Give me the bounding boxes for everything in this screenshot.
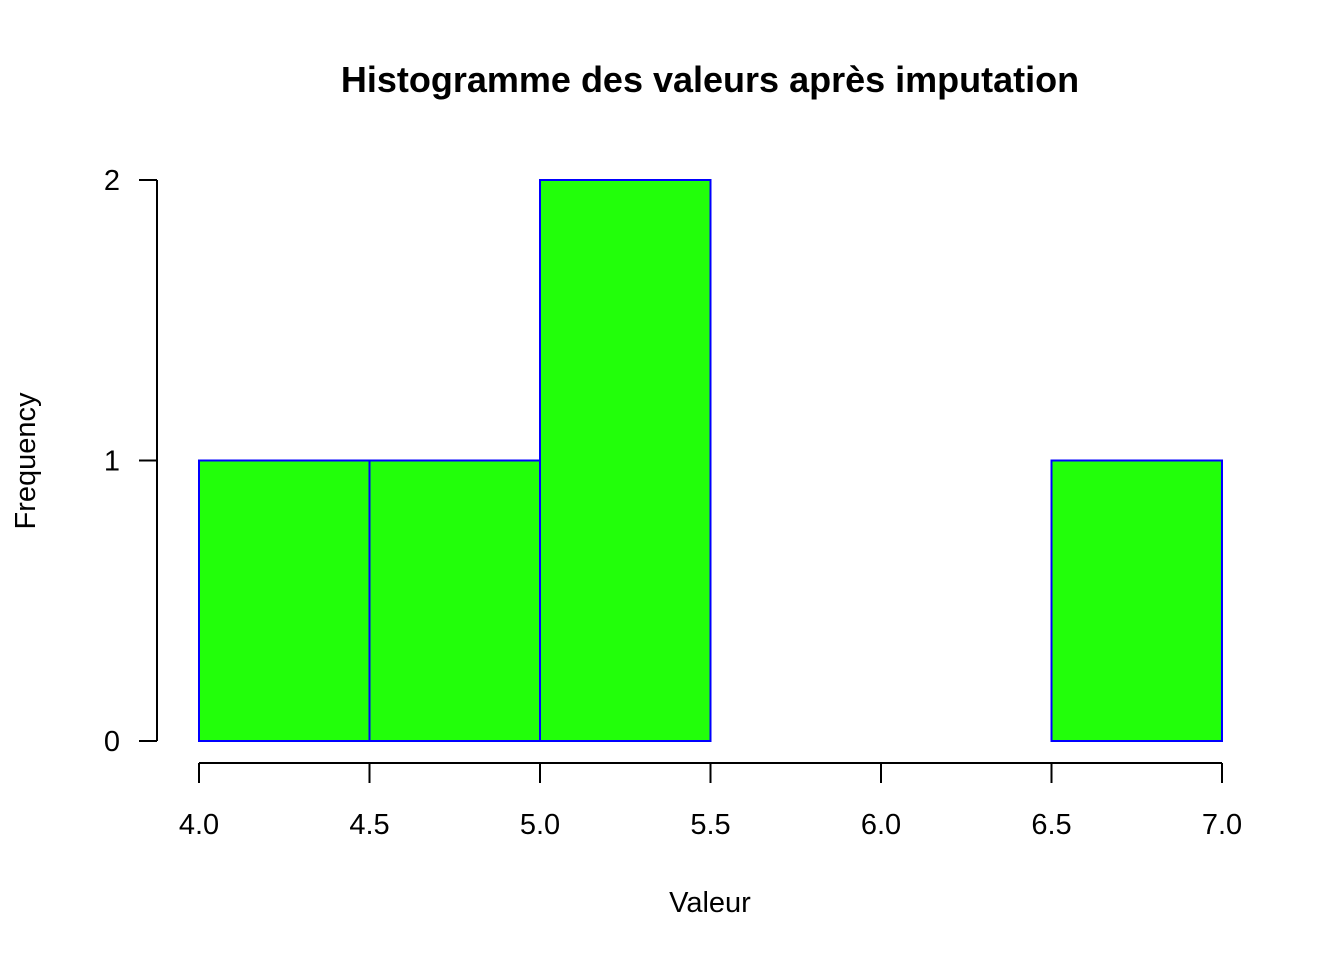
x-tick-label-2: 5.0	[520, 809, 560, 841]
y-tick-label-0: 0	[104, 726, 120, 758]
y-axis: 0 1 2	[104, 165, 158, 758]
histogram-bar-5	[1050, 459, 1223, 742]
x-axis: 4.0 4.5 5.0 5.5 6.0 6.5 7.0	[179, 762, 1242, 841]
x-tick-label-4: 6.0	[861, 809, 901, 841]
y-tick-label-1: 1	[104, 446, 120, 478]
chart-title: Histogramme des valeurs après imputation	[341, 59, 1079, 100]
x-tick-label-0: 4.0	[179, 809, 219, 841]
x-axis-label: Valeur	[669, 887, 751, 919]
x-tick-label-1: 4.5	[349, 809, 389, 841]
y-axis-label: Frequency	[10, 392, 42, 530]
bars-group	[198, 179, 1223, 742]
y-tick-label-2: 2	[104, 165, 120, 197]
x-tick-label-5: 6.5	[1031, 809, 1071, 841]
x-tick-label-3: 5.5	[690, 809, 730, 841]
histogram-bar-1	[368, 459, 541, 742]
x-tick-label-6: 7.0	[1202, 809, 1242, 841]
histogram-bar-0	[198, 459, 371, 742]
histogram-bar-2	[539, 179, 712, 742]
